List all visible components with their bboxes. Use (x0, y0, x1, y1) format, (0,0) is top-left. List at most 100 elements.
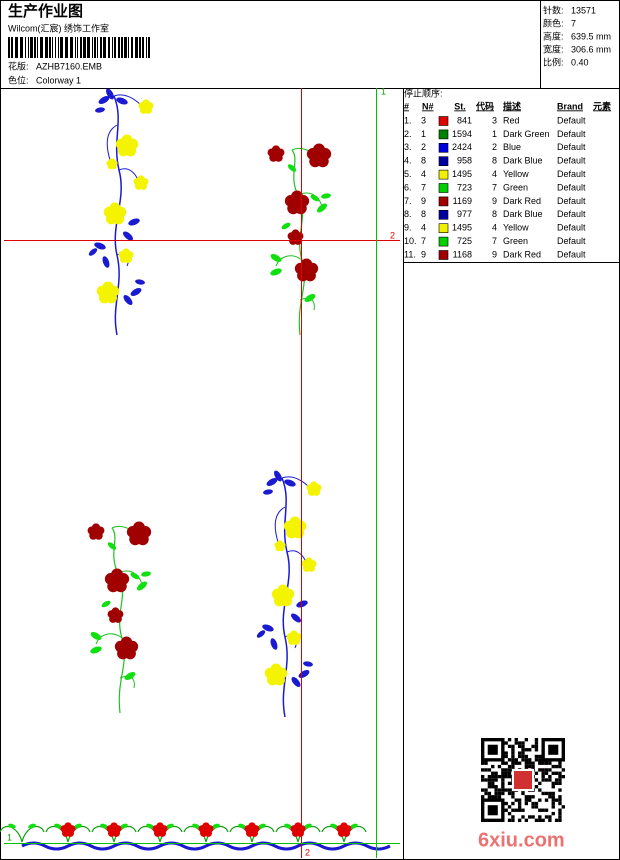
qr-module (561, 768, 565, 772)
barcode-bar (60, 37, 63, 58)
qr-module (517, 818, 522, 822)
qr-module (491, 785, 495, 789)
brand: Default (557, 129, 586, 139)
barcode-bar (100, 37, 102, 58)
qr-module (528, 758, 532, 762)
qr-module (484, 778, 488, 782)
qr-module (551, 795, 555, 799)
qr-module (531, 815, 535, 819)
stitches: 841 (457, 115, 472, 125)
column-header: N# (422, 101, 434, 111)
qr-module (544, 768, 549, 772)
qr-module (504, 761, 508, 765)
qr-finder (487, 805, 498, 816)
description: Dark Blue (503, 209, 543, 219)
qr-module (514, 741, 518, 745)
border-flower (336, 822, 352, 837)
qr-module (487, 778, 492, 782)
qr-module (504, 771, 508, 775)
qr-module (501, 788, 505, 792)
color-swatch (438, 169, 449, 180)
qr-module (538, 754, 542, 759)
code: 9 (492, 196, 497, 206)
qr-module (511, 815, 515, 819)
qr-module (554, 764, 559, 769)
qr-module (541, 808, 545, 812)
qr-module (507, 764, 512, 769)
brand: Default (557, 115, 586, 125)
barcode-bar (20, 37, 23, 58)
qr-module (517, 761, 522, 765)
border-flower (290, 822, 306, 837)
qr-module (521, 808, 525, 812)
stat-value: 639.5 mm (571, 31, 611, 41)
qr-module (514, 808, 518, 812)
column-header: 代码 (475, 100, 494, 111)
qr-module (558, 778, 562, 782)
qr-module (484, 761, 488, 765)
stitches: 1495 (452, 223, 472, 233)
color-swatch (438, 250, 449, 260)
qr-module (544, 778, 549, 782)
qr-module (494, 771, 498, 775)
studio: Wilcom(汇宸) 绣饰工作室 (8, 22, 109, 33)
qr-module (487, 768, 492, 772)
barcode-bar (103, 37, 106, 58)
qr-module (491, 778, 495, 782)
qr-module (511, 808, 515, 812)
qr-module (531, 761, 535, 765)
border-leaf (330, 823, 338, 829)
barcode-bar (25, 37, 26, 58)
qr-module (511, 744, 515, 749)
row-index: 6. (404, 182, 412, 192)
brand: Default (557, 156, 586, 166)
barcode-bar (58, 37, 59, 58)
border-leaf (74, 823, 82, 829)
qr-module (558, 788, 562, 792)
needle: 4 (421, 223, 426, 233)
description: Red (503, 115, 520, 125)
qr-module (531, 795, 535, 799)
barcode-bar (148, 37, 150, 58)
qr-module (534, 785, 539, 789)
color-swatch (438, 129, 449, 140)
qr-module (511, 818, 515, 822)
description: Dark Red (503, 196, 541, 206)
qr-module (517, 754, 522, 759)
colorway: Colorway 1 (36, 75, 81, 85)
qr-module (517, 741, 522, 745)
code: 9 (492, 249, 497, 259)
qr-module (548, 768, 552, 772)
watermark: 6xiu.com (478, 829, 565, 851)
qr-module (514, 758, 518, 762)
qr-module (551, 798, 555, 802)
row-index: 2. (404, 129, 412, 139)
stats: 针数: 13571 颜色: 7 高度: 639.5 mm 宽度: 306.6 mm 比例: 0.4… (543, 4, 611, 67)
qr-module (521, 751, 525, 755)
color-swatch (438, 196, 449, 207)
qr-module (491, 771, 495, 775)
code: 1 (492, 129, 497, 139)
qr-module (521, 791, 525, 796)
border-leaf (258, 823, 266, 829)
barcode-bar (118, 37, 120, 58)
qr-module (551, 781, 555, 786)
barcode-bar (131, 37, 133, 58)
border-flower (152, 822, 168, 837)
barcode-bar (114, 37, 116, 58)
color-swatch (438, 210, 449, 220)
column-header: St. (454, 101, 466, 111)
description: Yellow (503, 169, 529, 179)
qr-module (511, 761, 515, 765)
border-flower (60, 822, 76, 837)
color-swatch (438, 116, 449, 126)
qr-module (517, 808, 522, 812)
description: Dark Green (503, 129, 550, 139)
qr-module (534, 748, 539, 752)
barcode-bar (11, 37, 13, 58)
red-vine (88, 522, 152, 713)
barcode-bar (135, 37, 138, 58)
qr-module (487, 785, 492, 789)
brand: Default (557, 196, 586, 206)
